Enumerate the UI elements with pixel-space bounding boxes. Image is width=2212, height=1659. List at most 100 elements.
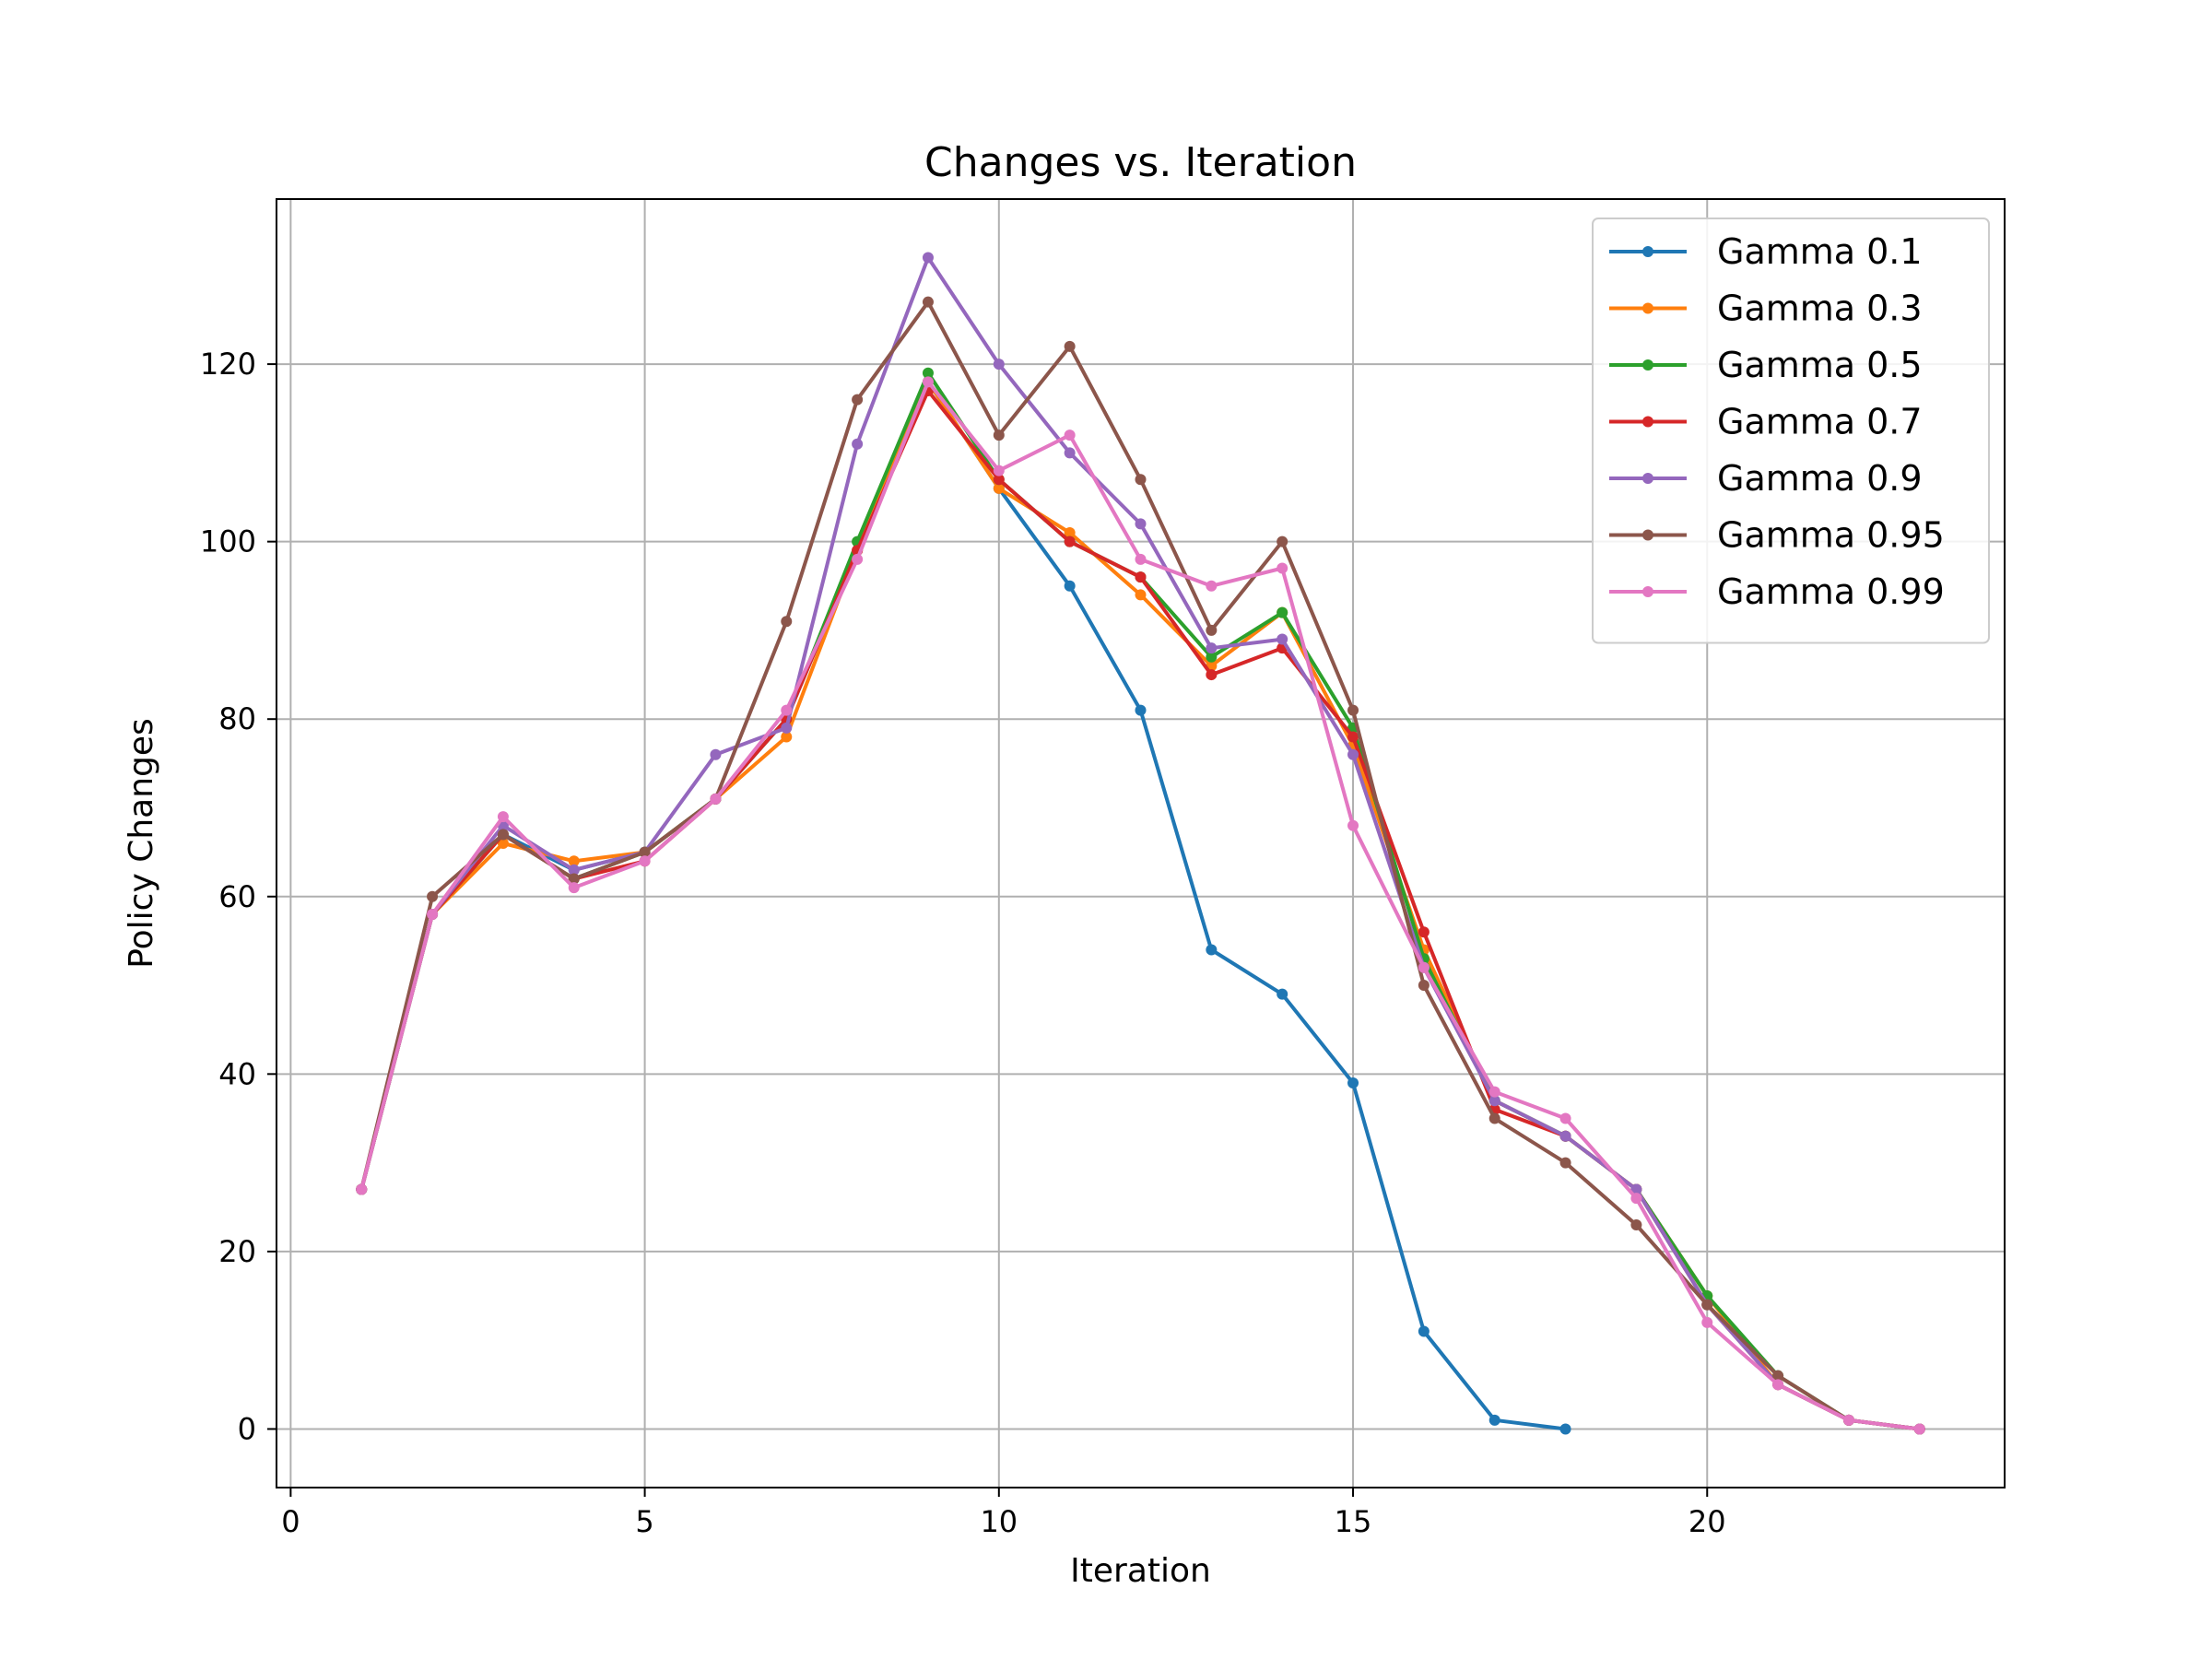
legend-marker — [1642, 359, 1653, 371]
x-tick-label: 10 — [980, 1504, 1018, 1539]
data-point — [1064, 340, 1076, 352]
data-point — [1418, 926, 1430, 938]
data-point — [1277, 606, 1288, 618]
x-tick-label: 5 — [635, 1504, 653, 1539]
legend-item: Gamma 0.7 — [1609, 402, 1923, 442]
data-point — [1559, 1157, 1571, 1169]
data-point — [852, 438, 864, 450]
legend-marker — [1642, 246, 1653, 257]
data-point — [1277, 988, 1288, 1000]
data-point — [1064, 429, 1076, 441]
data-point — [922, 367, 934, 379]
data-point — [1064, 527, 1076, 539]
data-point — [1135, 474, 1147, 486]
legend-item: Gamma 0.3 — [1609, 288, 1923, 329]
data-point — [1135, 518, 1147, 530]
legend-item: Gamma 0.95 — [1609, 515, 1945, 556]
y-tick-label: 60 — [218, 879, 256, 914]
legend-label: Gamma 0.7 — [1717, 402, 1923, 442]
data-point — [1701, 1299, 1713, 1311]
data-point — [1559, 1130, 1571, 1142]
data-point — [922, 296, 934, 308]
data-point — [497, 811, 509, 823]
data-point — [1206, 651, 1218, 663]
x-tick-label: 0 — [281, 1504, 300, 1539]
data-point — [1701, 1316, 1713, 1328]
data-point — [568, 855, 580, 867]
data-point — [781, 704, 793, 716]
data-point — [922, 376, 934, 388]
series-7 — [356, 376, 1925, 1435]
data-point — [1842, 1414, 1854, 1426]
data-point — [1206, 669, 1218, 681]
y-tick-label: 100 — [200, 524, 256, 559]
data-point — [1418, 1325, 1430, 1337]
legend-label: Gamma 0.5 — [1717, 345, 1923, 385]
legend-marker — [1642, 473, 1653, 484]
y-tick-label: 20 — [218, 1234, 256, 1269]
legend-item: Gamma 0.99 — [1609, 571, 1945, 612]
y-tick-label: 40 — [218, 1056, 256, 1091]
legend-box — [1592, 218, 1990, 644]
data-point — [993, 359, 1005, 371]
plot-frame — [276, 198, 2006, 1488]
legend-label: Gamma 0.1 — [1717, 231, 1923, 272]
y-tick-label: 80 — [218, 701, 256, 736]
data-point — [993, 482, 1005, 494]
data-point — [1206, 580, 1218, 592]
data-point — [356, 1183, 368, 1195]
data-point — [993, 474, 1005, 486]
data-point — [1206, 624, 1218, 636]
data-point — [1488, 1112, 1500, 1124]
legend: Gamma 0.1 Gamma 0.3 Gamma 0.5 Gamma 0.7 Gamm… — [1592, 218, 1990, 644]
y-tick-label: 0 — [238, 1411, 256, 1446]
data-point — [1206, 642, 1218, 654]
data-point — [1913, 1423, 1925, 1435]
legend-label: Gamma 0.3 — [1717, 288, 1923, 329]
data-point — [568, 864, 580, 876]
data-point — [1277, 633, 1288, 645]
data-point — [1064, 447, 1076, 459]
data-point — [427, 909, 439, 921]
legend-item: Gamma 0.5 — [1609, 345, 1923, 385]
data-point — [710, 748, 722, 760]
data-point — [781, 722, 793, 734]
data-point — [781, 731, 793, 743]
legend-item: Gamma 0.9 — [1609, 458, 1923, 499]
x-axis-label: Iteration — [1070, 1552, 1211, 1590]
data-point — [1347, 1077, 1359, 1088]
chart-title: Changes vs. Iteration — [924, 139, 1357, 186]
legend-label: Gamma 0.99 — [1717, 571, 1945, 612]
data-point — [639, 855, 651, 867]
data-point — [852, 394, 864, 406]
data-point — [781, 616, 793, 628]
data-point — [1277, 562, 1288, 574]
data-point — [1135, 571, 1147, 583]
data-point — [497, 829, 509, 841]
data-point — [1206, 944, 1218, 956]
data-point — [993, 429, 1005, 441]
data-point — [1630, 1183, 1642, 1195]
legend-label: Gamma 0.9 — [1717, 458, 1923, 499]
x-tick-label: 15 — [1335, 1504, 1372, 1539]
data-point — [1347, 731, 1359, 743]
x-tick-label: 20 — [1688, 1504, 1726, 1539]
data-point — [497, 838, 509, 849]
data-point — [1418, 980, 1430, 992]
data-point — [1347, 819, 1359, 831]
data-point — [993, 465, 1005, 477]
data-point — [1135, 553, 1147, 565]
legend-marker — [1642, 302, 1653, 314]
data-point — [922, 252, 934, 264]
data-point — [1772, 1379, 1784, 1391]
data-point — [1347, 748, 1359, 760]
series-lines — [356, 252, 1925, 1435]
legend-marker — [1642, 586, 1653, 597]
y-tick-label: 120 — [200, 347, 256, 382]
data-point — [1418, 961, 1430, 973]
data-point — [1064, 535, 1076, 547]
data-point — [852, 553, 864, 565]
data-point — [639, 846, 651, 858]
data-point — [568, 882, 580, 894]
